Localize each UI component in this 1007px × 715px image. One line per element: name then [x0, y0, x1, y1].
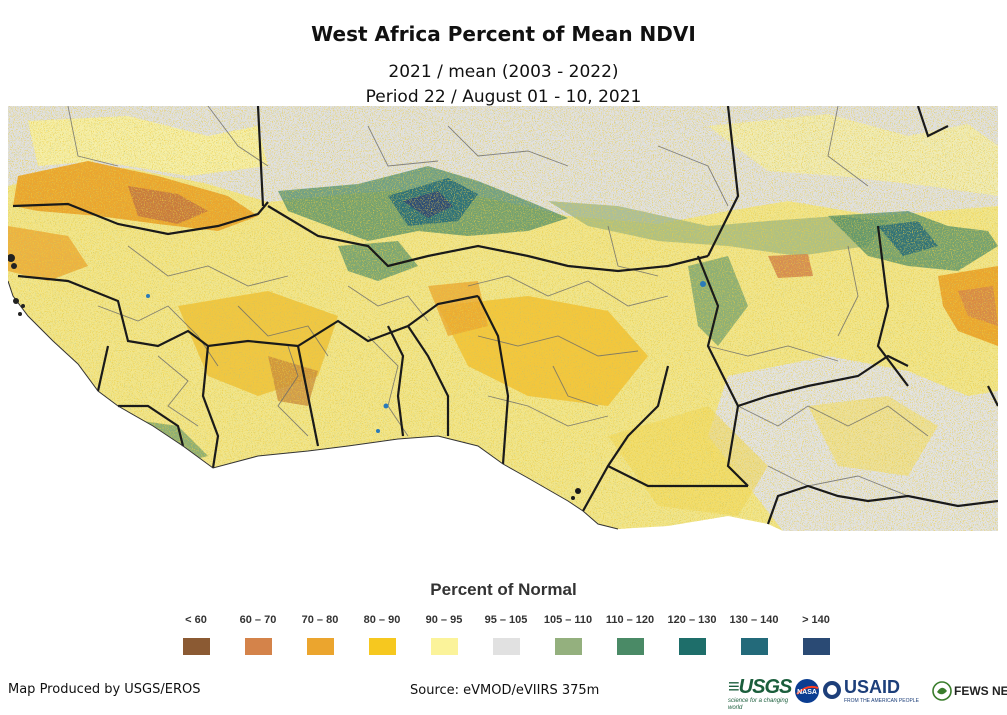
admin-boundaries	[67, 106, 929, 497]
legend-item: 90 – 95	[413, 612, 475, 655]
legend-item-label: 70 – 80	[301, 614, 339, 626]
legend-color-swatch	[554, 638, 582, 655]
legend-color-swatch	[430, 638, 458, 655]
subtitle-line-1: 2021 / mean (2003 - 2022)	[388, 62, 619, 82]
legend-color-swatch	[368, 638, 396, 655]
map-subtitle: 2021 / mean (2003 - 2022) Period 22 / Au…	[0, 60, 1007, 110]
legend-item: 70 – 80	[289, 612, 351, 655]
legend-item-label: 130 – 140	[729, 614, 779, 626]
legend-item: 60 – 70	[227, 612, 289, 655]
legend-item: 95 – 105	[475, 612, 537, 655]
legend-item: > 140	[785, 612, 847, 655]
fews-net-logo: FEWS NET	[932, 676, 1007, 706]
logo-strip: ≡USGS science for a changing world NASA …	[728, 676, 1007, 711]
country-boundaries	[12, 106, 998, 525]
nasa-logo: NASA	[794, 676, 820, 706]
legend-item: 80 – 90	[351, 612, 413, 655]
usgs-logo-mark: ≡USGS	[728, 676, 792, 698]
coastal-islands	[8, 254, 25, 316]
usaid-logo-mark: USAID	[844, 677, 901, 697]
legend-item: 110 – 120	[599, 612, 661, 655]
legend-item: < 60	[165, 612, 227, 655]
legend-item-label: < 60	[185, 614, 207, 626]
legend-item-label: 60 – 70	[239, 614, 277, 626]
map-title: West Africa Percent of Mean NDVI	[311, 22, 696, 46]
legend-item-label: > 140	[802, 614, 830, 626]
usaid-logo-tagline: FROM THE AMERICAN PEOPLE	[844, 698, 919, 704]
legend-item-label: 110 – 120	[605, 614, 655, 626]
legend-item-label: 90 – 95	[425, 614, 463, 626]
fews-net-logo-mark: FEWS NET	[954, 684, 1007, 698]
coastline	[8, 280, 619, 530]
legend-item: 105 – 110	[537, 612, 599, 655]
legend-color-swatch	[678, 638, 706, 655]
legend-color-swatch	[492, 638, 520, 655]
legend-item-label: 80 – 90	[363, 614, 401, 626]
legend-color-swatch	[740, 638, 768, 655]
usgs-logo-tagline: science for a changing world	[728, 698, 789, 711]
legend-color-swatch	[802, 638, 830, 655]
legend-color-swatch	[306, 638, 334, 655]
legend-item: 120 – 130	[661, 612, 723, 655]
legend-item-label: 120 – 130	[667, 614, 717, 626]
land-area	[8, 106, 998, 531]
ndvi-map	[8, 106, 998, 531]
subtitle-line-2: Period 22 / August 01 - 10, 2021	[365, 87, 642, 107]
usaid-logo: USAID FROM THE AMERICAN PEOPLE	[822, 676, 930, 706]
legend: < 60 60 – 70 70 – 80 80 – 90 90 – 95 95 – 105…	[165, 612, 845, 660]
nasa-logo-mark: NASA	[797, 689, 817, 696]
legend-color-swatch	[244, 638, 272, 655]
footer-produced-by: Map Produced by USGS/EROS	[8, 682, 201, 697]
legend-item-label: 95 – 105	[484, 614, 528, 626]
legend-item: 130 – 140	[723, 612, 785, 655]
water-bodies	[146, 281, 706, 500]
usgs-logo: ≡USGS science for a changing world	[728, 676, 792, 711]
legend-color-swatch	[182, 638, 210, 655]
legend-color-swatch	[616, 638, 644, 655]
legend-title: Percent of Normal	[430, 580, 577, 599]
legend-item-label: 105 – 110	[543, 614, 593, 626]
footer-source: Source: eVMOD/eVIIRS 375m	[410, 683, 600, 698]
